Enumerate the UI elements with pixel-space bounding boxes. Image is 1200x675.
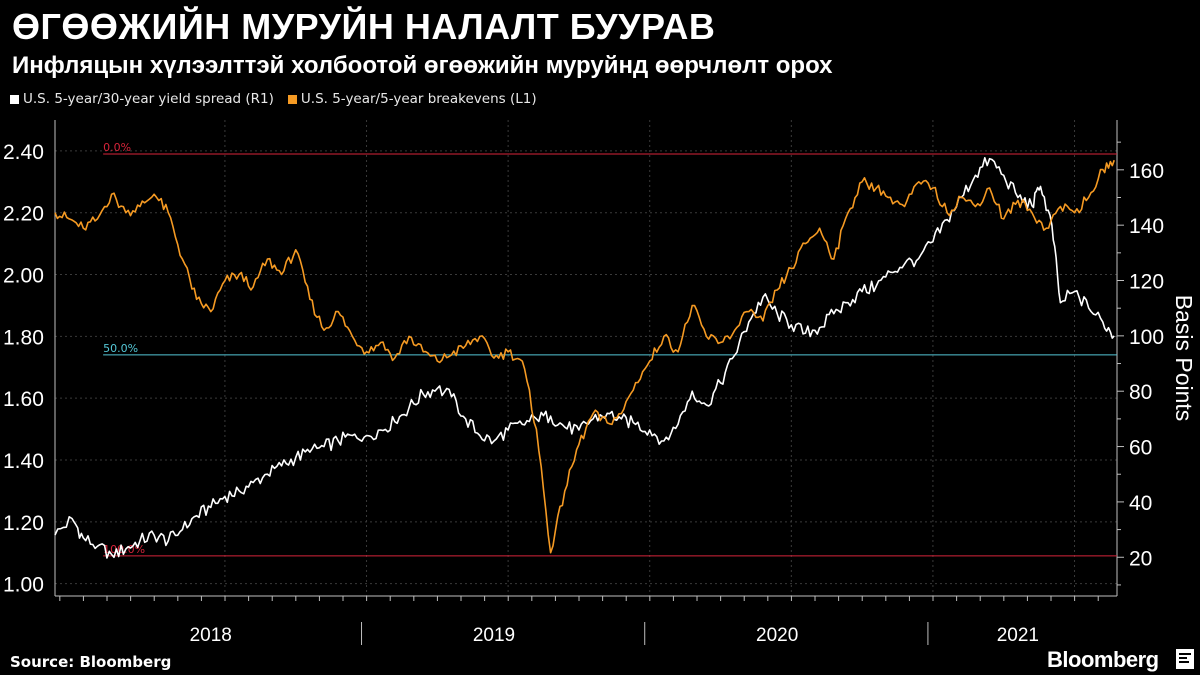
- reference-line-label-1: 50.0%: [103, 342, 138, 355]
- y-right-tick-label-1: 40: [1129, 492, 1152, 515]
- y-right-tick-label-6: 140: [1129, 215, 1164, 238]
- y-left-tick-label-0: 1.00: [3, 574, 44, 597]
- y-left-tick-label-7: 2.40: [3, 141, 44, 164]
- legend-label-breakevens: U.S. 5-year/5-year breakevens (L1): [300, 91, 537, 107]
- y-right-tick-label-7: 160: [1129, 160, 1164, 183]
- y-right-tick-label-2: 60: [1129, 437, 1152, 460]
- y-left-tick-label-5: 2.00: [3, 265, 44, 288]
- y-right-tick-label-0: 20: [1129, 547, 1152, 570]
- x-tick-label-2018: 2018: [190, 625, 232, 646]
- series-line-yield-spread: [54, 157, 1115, 559]
- y-right-tick-label-3: 80: [1129, 381, 1152, 404]
- y-left-tick-label-6: 2.20: [3, 203, 44, 226]
- x-tick-label-2020: 2020: [756, 625, 798, 646]
- source-note: Source: Bloomberg: [10, 653, 172, 671]
- legend-item-breakevens: U.S. 5-year/5-year breakevens (L1): [287, 91, 537, 107]
- legend: U.S. 5-year/30-year yield spread (R1) U.…: [10, 91, 551, 107]
- chart-subtitle: Инфляцын хүлээлттэй холбоотой өгөөжийн м…: [12, 52, 833, 79]
- y-left-tick-label-1: 1.20: [3, 512, 44, 535]
- bloomberg-logo: Bloomberg: [1047, 647, 1159, 672]
- legend-label-spread: U.S. 5-year/30-year yield spread (R1): [23, 91, 274, 107]
- y-right-tick-label-5: 120: [1129, 271, 1164, 294]
- x-tick-label-2019: 2019: [473, 625, 515, 646]
- y-left-tick-label-3: 1.60: [3, 388, 44, 411]
- y-right-tick-label-4: 100: [1129, 326, 1164, 349]
- reference-line-label-2: 100.0%: [103, 543, 145, 556]
- y-left-tick-label-4: 1.80: [3, 326, 44, 349]
- x-tick-label-2021: 2021: [997, 625, 1039, 646]
- legend-swatch-breakevens: [287, 94, 297, 104]
- legend-item-spread: U.S. 5-year/30-year yield spread (R1): [10, 91, 274, 107]
- y-right-axis-title: Basis Points: [1171, 295, 1197, 422]
- bloomberg-terminal-icon: [1176, 649, 1194, 669]
- reference-line-label-0: 0.0%: [103, 141, 131, 154]
- series-line-breakevens: [54, 159, 1115, 554]
- chart-title: ӨГӨӨЖИЙН МУРУЙН НАЛАЛТ БУУРАВ: [12, 6, 716, 47]
- legend-swatch-spread: [10, 94, 19, 104]
- y-left-tick-label-2: 1.40: [3, 450, 44, 473]
